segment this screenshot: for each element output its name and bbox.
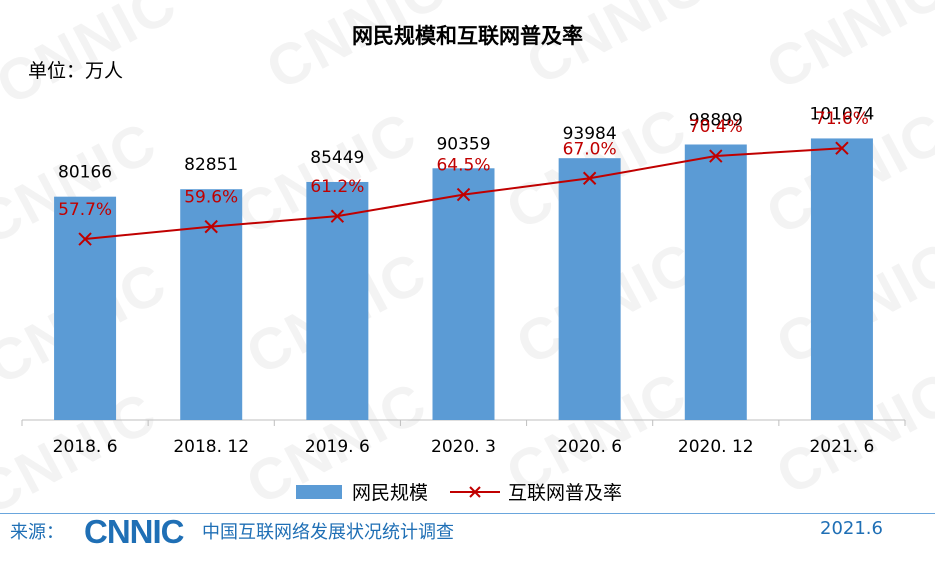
bar-value-label: 80166 [58, 163, 112, 183]
line-marker-x [330, 209, 345, 223]
legend-label-internet-users: 网民规模 [352, 482, 429, 504]
chart-svg: 80166 82851 85449 90359 93984 98899 101074 2018… [21, 104, 906, 457]
x-tick-label: 2018. 6 [53, 437, 118, 457]
legend-label-penetration-rate: 互联网普及率 [508, 482, 623, 504]
line-marker-x [582, 171, 597, 185]
bar-internet-users [684, 144, 747, 420]
line-marker-x [204, 219, 218, 234]
legend: 网民规模 互联网普及率 [296, 478, 644, 505]
footer-source-label: 来源： [10, 522, 64, 543]
line-value-label: 67.0% [563, 139, 617, 159]
x-tick-label: 2020. 12 [678, 437, 754, 457]
line-value-label: 64.5% [436, 156, 490, 176]
legend-item-internet-users: 网民规模 [296, 478, 428, 505]
line-marker-x [78, 232, 92, 246]
legend-line-swatch [450, 485, 501, 498]
bar-internet-users [432, 168, 495, 420]
footer-divider [0, 513, 935, 514]
bar-value-label: 82851 [184, 155, 238, 175]
legend-bar-swatch [296, 484, 342, 499]
bar-internet-users [306, 181, 369, 420]
cnnic-logo-text: CNNIC [84, 515, 184, 547]
bar-internet-users [810, 138, 873, 421]
line-marker-x [835, 141, 849, 155]
x-tick-label: 2018. 12 [173, 437, 249, 457]
footer-organization: 中国互联网络发展状况统计调查 [202, 522, 454, 543]
bar-value-label: 93984 [563, 124, 617, 144]
bar-value-label: 85449 [310, 148, 364, 168]
bar-internet-users [558, 158, 621, 420]
footer-date: 2021.6 [820, 518, 883, 539]
x-tick-label: 2020. 3 [431, 437, 496, 457]
bar-value-label: 90359 [436, 134, 490, 154]
legend-item-penetration-rate: 互联网普及率 [450, 478, 622, 505]
x-tick-label: 2019. 6 [305, 437, 370, 457]
cnnic-logo: CNNIC [84, 515, 185, 547]
line-value-label: 70.4% [689, 117, 743, 137]
line-marker-x [709, 149, 723, 163]
bar-value-label: 98899 [689, 110, 743, 130]
x-tick-label: 2020. 6 [557, 437, 622, 457]
unit-label: 单位：万人 [28, 60, 124, 82]
bar-value-label: 101074 [809, 104, 874, 124]
x-tick-label: 2021. 6 [809, 437, 874, 457]
bar-internet-users [54, 196, 117, 420]
chart-title: 网民规模和互联网普及率 [352, 24, 583, 48]
line-marker-x [456, 187, 471, 202]
line-value-label: 57.7% [58, 200, 112, 220]
line-value-label: 59.6% [184, 188, 238, 208]
line-value-label: 71.6% [815, 109, 869, 129]
line-value-label: 61.2% [310, 177, 364, 197]
